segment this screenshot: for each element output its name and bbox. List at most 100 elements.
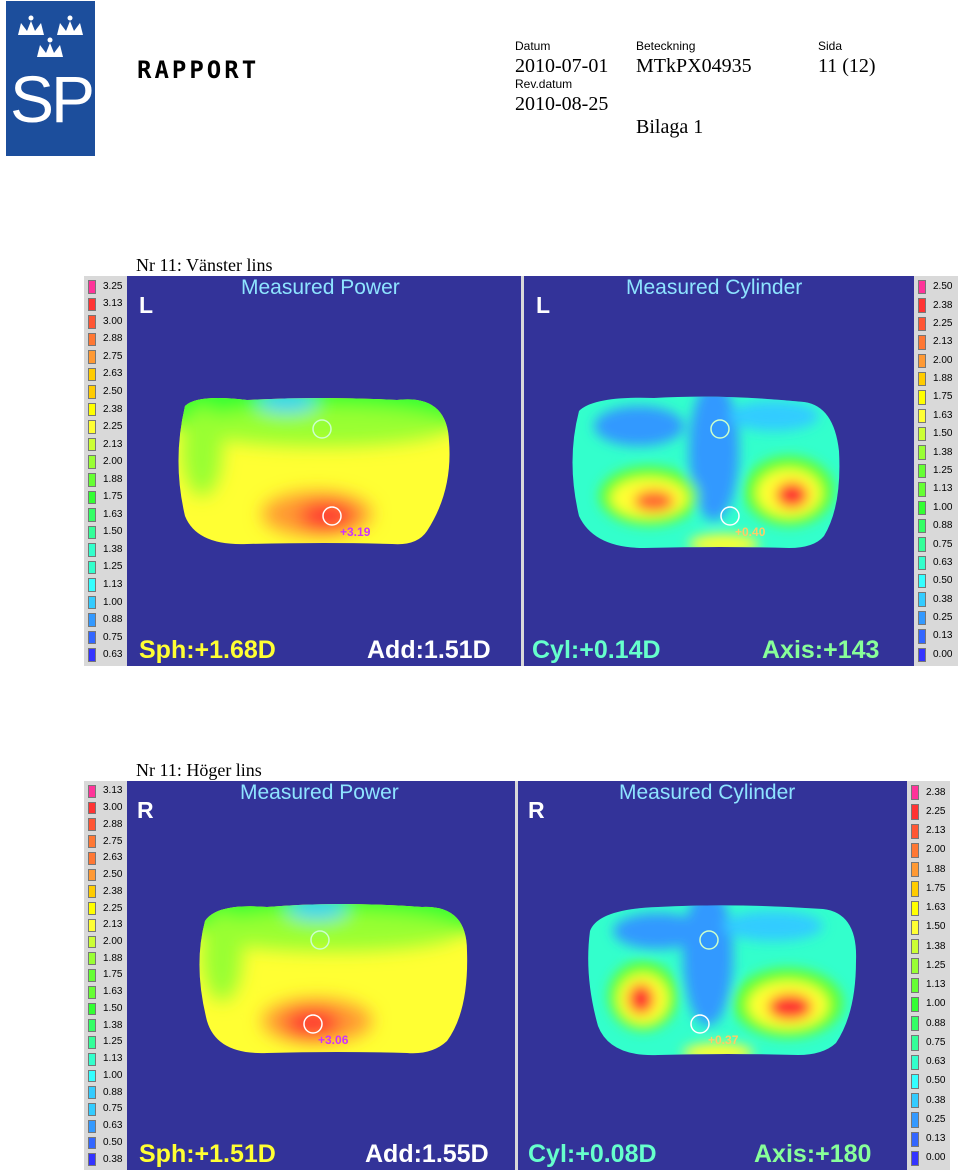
panel-title: Measured Power: [241, 276, 400, 299]
scale-entry: 2.25: [914, 315, 958, 333]
scale-swatch: [88, 935, 96, 949]
panel-title: Measured Cylinder: [626, 276, 803, 299]
scale-label: 1.50: [103, 1002, 123, 1014]
scale-swatch: [88, 818, 96, 832]
divider: [521, 276, 524, 666]
scale-swatch: [911, 919, 919, 935]
scale-label: 2.63: [103, 852, 123, 864]
scale-label: 0.75: [933, 538, 953, 550]
scale-swatch: [918, 537, 926, 552]
beteckning-label: Beteckning: [636, 39, 696, 53]
scale-label: 3.00: [103, 315, 123, 327]
scale-swatch: [911, 1054, 919, 1070]
scale-entry: 3.00: [84, 313, 127, 331]
scale-entry: 1.75: [907, 879, 950, 898]
scale-label: 1.50: [926, 921, 946, 933]
scale-label: 0.13: [933, 630, 953, 642]
scale-label: 2.00: [926, 844, 946, 856]
scale-entry: 1.38: [84, 1017, 127, 1034]
scale-label: 0.00: [926, 1152, 946, 1164]
scale-label: 0.75: [926, 1036, 946, 1048]
scale-label: 0.88: [926, 1017, 946, 1029]
scale-entry: 2.75: [84, 348, 127, 366]
scale-entry: 2.88: [84, 816, 127, 833]
scale-label: 2.50: [103, 869, 123, 881]
scale-label: 2.88: [103, 818, 123, 830]
cyl-value: Cyl:+0.14D: [532, 636, 661, 664]
scale-label: 1.13: [103, 579, 123, 591]
scale-label: 1.88: [933, 373, 953, 385]
scale-entry: 1.63: [914, 407, 958, 425]
right-lens-figure: 3.13 3.00 2.88 2.75 2.63 2.50 2.38 2.25 2.13 2.00…: [84, 781, 950, 1170]
scale-label: 0.00: [933, 648, 953, 660]
scale-label: 2.13: [933, 336, 953, 348]
scale-label: 0.13: [926, 1133, 946, 1145]
scale-swatch: [88, 801, 96, 815]
scale-swatch: [88, 280, 96, 294]
scale-entry: 0.13: [914, 627, 958, 645]
right-power-scale: 3.13 3.00 2.88 2.75 2.63 2.50 2.38 2.25 2.13 2.00…: [84, 781, 127, 1170]
scale-swatch: [911, 977, 919, 993]
scale-entry: 0.75: [914, 535, 958, 553]
scale-label: 0.75: [103, 631, 123, 643]
scale-swatch: [88, 868, 96, 882]
scale-label: 2.25: [103, 421, 123, 433]
scale-entry: 0.75: [84, 1101, 127, 1118]
scale-swatch: [88, 595, 96, 610]
scale-entry: 1.50: [914, 425, 958, 443]
scale-entry: 1.50: [84, 524, 127, 542]
scale-entry: 2.63: [84, 366, 127, 384]
scale-label: 1.38: [926, 940, 946, 952]
scale-swatch: [88, 969, 96, 982]
report-title: RAPPORT: [137, 56, 260, 84]
scale-label: 2.25: [933, 317, 953, 329]
scale-swatch: [911, 1112, 919, 1128]
left-cylinder-scale: 2.50 2.38 2.25 2.13 2.00 1.88 1.75 1.63 1.50 1.38…: [914, 276, 958, 666]
sp-logo: SP: [6, 1, 95, 156]
crown-icon: [18, 15, 83, 57]
scale-label: 1.88: [103, 952, 123, 964]
peak-value: +3.19: [340, 525, 371, 539]
right-lens-title: Nr 11: Höger lins: [136, 760, 262, 780]
peak-marker-icon: [322, 506, 342, 526]
scale-entry: 2.25: [84, 418, 127, 436]
scale-entry: 2.75: [84, 833, 127, 850]
scale-swatch: [88, 1153, 96, 1166]
scale-label: 1.75: [103, 969, 123, 981]
eye-label: L: [139, 292, 154, 318]
scale-label: 1.63: [926, 902, 946, 914]
scale-label: 3.13: [103, 298, 123, 310]
scale-entry: 2.38: [907, 783, 950, 802]
left-power-map: L Measured Power +3.19 Sph:+1.68D Add:1.…: [127, 276, 521, 666]
scale-label: 2.88: [103, 333, 123, 345]
scale-entry: 2.38: [84, 883, 127, 900]
scale-swatch: [918, 371, 926, 387]
scale-entry: 1.38: [907, 937, 950, 956]
cylinder-heatmap: [572, 396, 840, 549]
scale-swatch: [911, 939, 919, 955]
scale-swatch: [88, 1052, 96, 1066]
scale-label: 0.88: [103, 614, 123, 626]
scale-swatch: [88, 508, 96, 522]
scale-label: 1.38: [103, 543, 123, 555]
center-marker-icon: [710, 419, 730, 439]
scale-entry: 1.13: [907, 976, 950, 995]
scale-label: 0.63: [926, 1056, 946, 1068]
scale-label: 0.88: [103, 1086, 123, 1098]
scale-label: 1.38: [933, 446, 953, 458]
scale-entry: 0.88: [907, 1014, 950, 1033]
scale-entry: 0.63: [84, 1118, 127, 1135]
scale-swatch: [911, 900, 919, 916]
scale-swatch: [918, 445, 926, 460]
scale-swatch: [88, 402, 96, 417]
sida-value: 11 (12): [818, 55, 876, 77]
scale-entry: 2.50: [84, 383, 127, 401]
scale-entry: 0.38: [907, 1091, 950, 1110]
scale-entry: 2.25: [907, 802, 950, 821]
scale-entry: 0.00: [914, 646, 958, 664]
scale-swatch: [918, 592, 926, 607]
scale-label: 2.38: [103, 885, 123, 897]
scale-entry: 2.38: [914, 296, 958, 314]
scale-entry: 2.13: [84, 917, 127, 934]
scale-swatch: [88, 952, 96, 966]
